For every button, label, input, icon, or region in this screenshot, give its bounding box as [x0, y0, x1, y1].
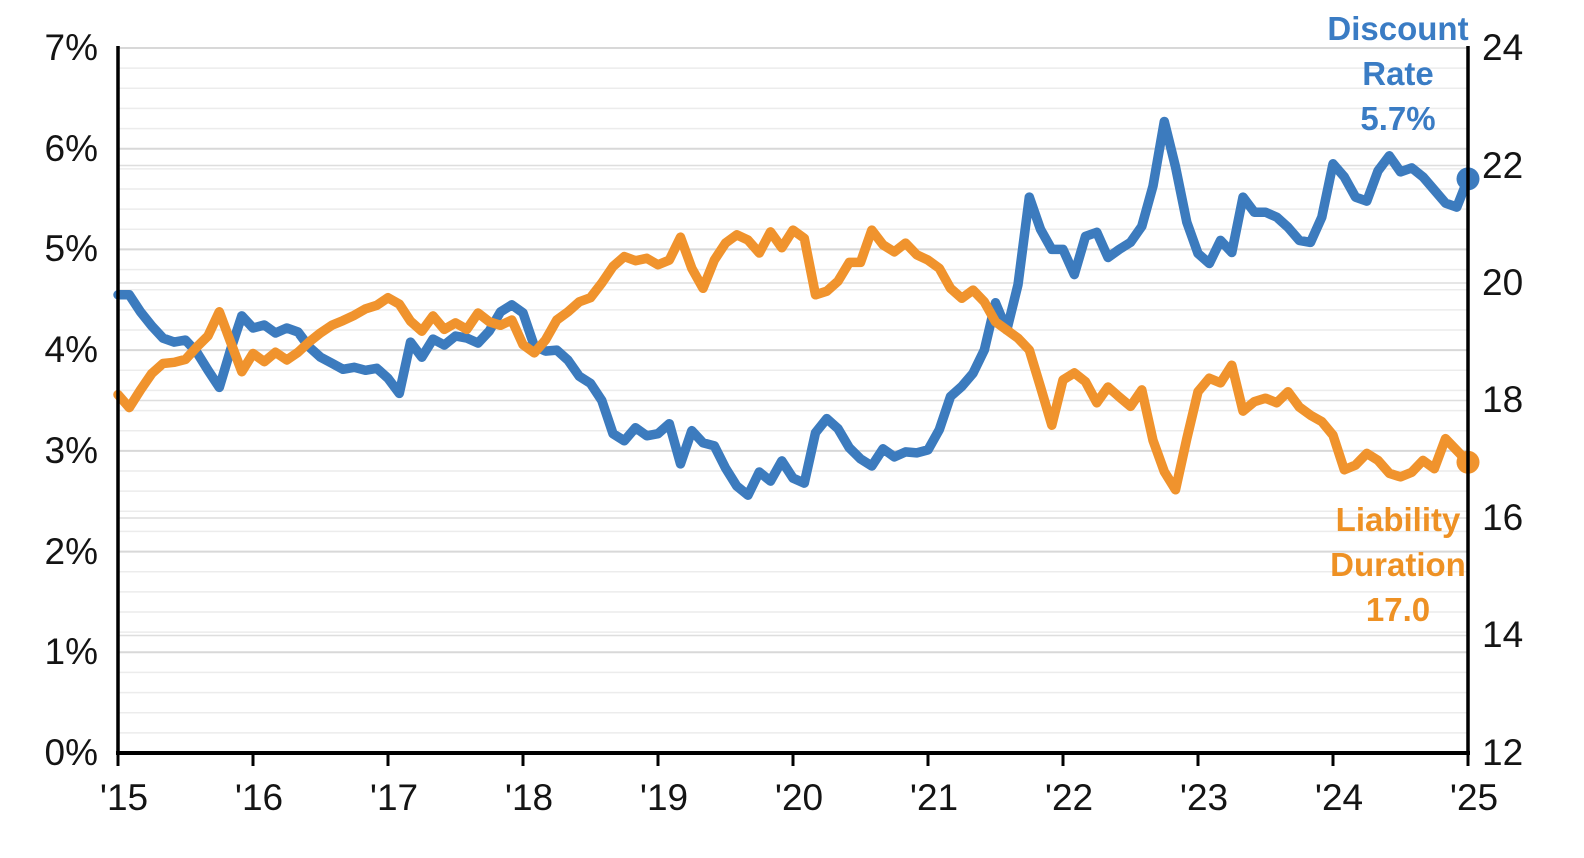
liability-duration-annotation: Liability Duration 17.0: [1238, 497, 1558, 632]
right-axis-tick-24: 24: [1482, 27, 1524, 68]
discount-rate-value-label: 5.7%: [1360, 100, 1436, 137]
liability-duration-label-line1: Liability: [1335, 501, 1461, 538]
left-axis-tick-5pct: 5%: [44, 228, 98, 269]
x-axis-tick-2020: '20: [774, 777, 824, 818]
discount-rate-line: [113, 116, 1473, 500]
discount-rate-label-line1: Discount: [1327, 10, 1469, 47]
x-axis-tick-2025: '25: [1449, 777, 1499, 818]
x-axis-tick-2023: '23: [1179, 777, 1229, 818]
right-axis-tick-22: 22: [1482, 145, 1524, 186]
right-axis-tick-18: 18: [1482, 379, 1524, 420]
discount-rate-label-line2: Rate: [1362, 55, 1434, 92]
left-axis-tick-6pct: 6%: [44, 128, 98, 169]
x-axis-tick-2019: '19: [639, 777, 689, 818]
x-axis-tick-2018: '18: [504, 777, 554, 818]
right-axis-tick-16: 16: [1482, 497, 1524, 538]
x-axis-tick-2024: '24: [1314, 777, 1364, 818]
left-axis-tick-2pct: 2%: [44, 531, 98, 572]
discount-rate-annotation: Discount Rate 5.7%: [1238, 6, 1558, 141]
liability-duration-value-label: 17.0: [1365, 591, 1431, 628]
right-axis-tick-20: 20: [1482, 262, 1524, 303]
liability-duration-label-line2: Duration: [1330, 546, 1466, 583]
left-axis-tick-3pct: 3%: [44, 430, 98, 471]
left-axis-tick-7pct: 7%: [44, 27, 98, 68]
right-axis-tick-14: 14: [1482, 614, 1524, 655]
right-axis-tick-12: 12: [1482, 732, 1524, 773]
left-axis-tick-1pct: 1%: [44, 631, 98, 672]
x-axis-tick-2015: '15: [99, 777, 149, 818]
x-axis-tick-2021: '21: [909, 777, 959, 818]
left-axis-tick-0pct: 0%: [44, 732, 98, 773]
x-axis-tick-2017: '17: [369, 777, 419, 818]
liability-duration-line: [113, 225, 1473, 495]
left-axis-tick-4pct: 4%: [44, 329, 98, 370]
x-axis-tick-2022: '22: [1044, 777, 1094, 818]
x-axis-tick-2016: '16: [234, 777, 284, 818]
